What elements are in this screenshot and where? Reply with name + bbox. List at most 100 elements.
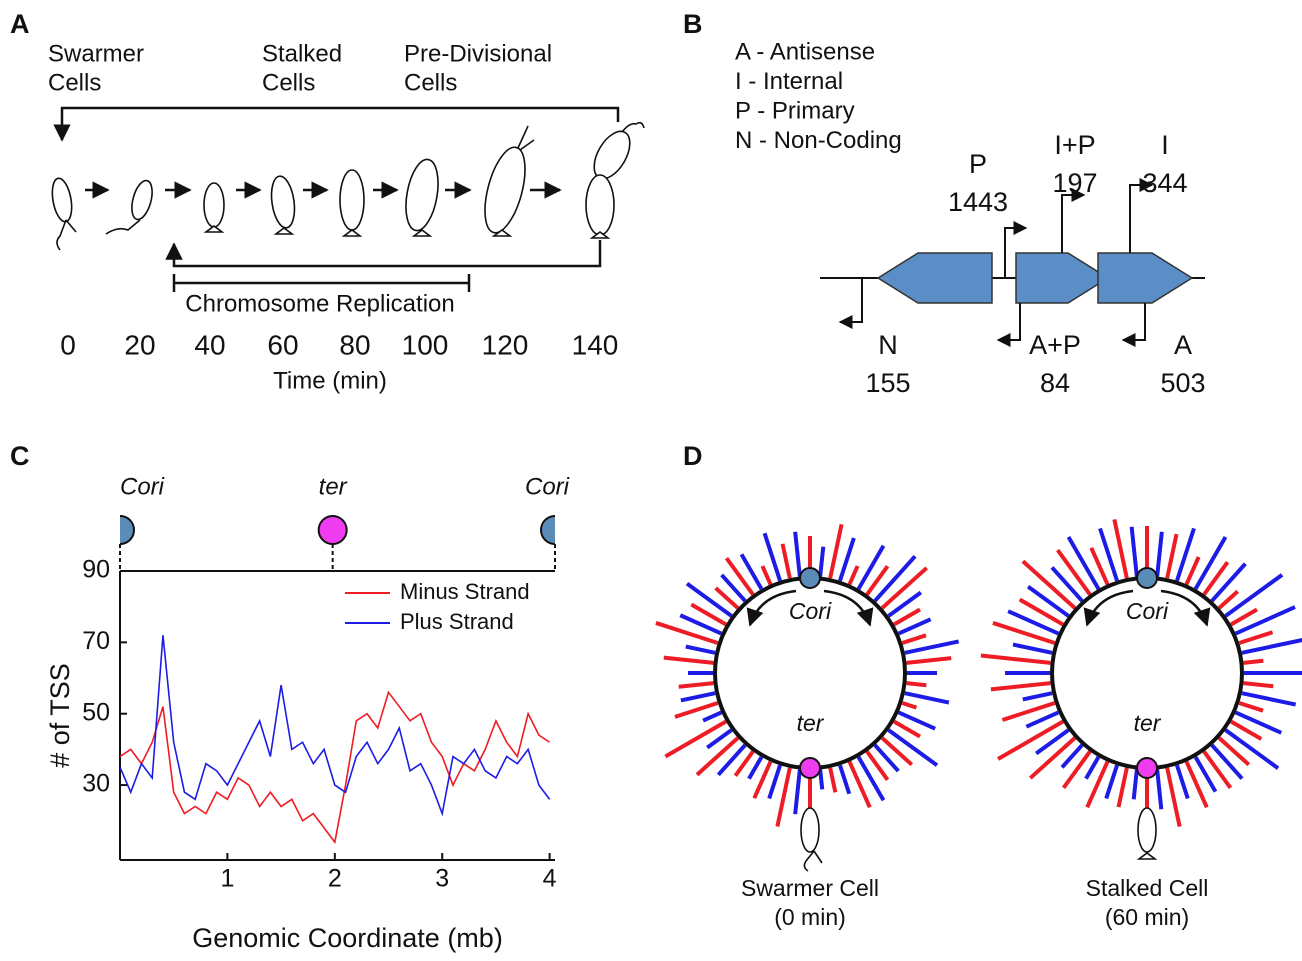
site-label: N xyxy=(878,330,898,360)
site-label: I xyxy=(1161,130,1169,160)
tss-bar xyxy=(678,681,714,689)
site-count: 197 xyxy=(1052,168,1097,198)
axis-title: Time (min) xyxy=(273,367,387,394)
legend-entry: I - Internal xyxy=(735,68,843,95)
x-tick-label: 2 xyxy=(328,865,342,893)
origin-dot xyxy=(1136,567,1158,589)
marker-dot xyxy=(317,515,348,545)
site-count: 1443 xyxy=(948,187,1008,217)
tss-bar xyxy=(793,531,802,577)
time-label: 40 xyxy=(194,329,225,360)
tss-bar xyxy=(706,728,733,750)
marker-dot xyxy=(120,515,135,545)
tss-bar xyxy=(663,655,714,665)
terminus-label: ter xyxy=(1134,710,1162,736)
tss-bar xyxy=(1230,607,1258,627)
tss-bar xyxy=(674,701,719,719)
stage-label: Cells xyxy=(48,69,101,96)
tss-bar xyxy=(1165,767,1182,827)
tss-bar xyxy=(1116,767,1129,808)
tss-bar xyxy=(1241,638,1302,655)
tss-bar xyxy=(1085,760,1110,809)
tss-bar xyxy=(838,764,852,795)
x-tick-label: 1 xyxy=(220,865,234,893)
tss-bar xyxy=(1238,630,1274,645)
tss-bar xyxy=(1089,547,1110,586)
tss-bar xyxy=(992,621,1056,645)
tss-bar xyxy=(873,743,900,773)
tss-bar xyxy=(990,681,1051,692)
tss-bar xyxy=(847,760,872,809)
tss-bar xyxy=(1210,743,1244,780)
cell-icon xyxy=(1137,807,1157,853)
tss-bar xyxy=(1034,728,1070,756)
tss-bar xyxy=(880,736,914,767)
tss-bar xyxy=(828,523,844,579)
legend-entry: A - Antisense xyxy=(735,38,875,65)
tss-bar xyxy=(747,756,764,780)
x-axis-title: Genomic Coordinate (mb) xyxy=(192,923,503,953)
tss-bar xyxy=(906,681,927,688)
tss-bar xyxy=(1104,764,1119,800)
tss-bar xyxy=(847,565,860,586)
tss-bar xyxy=(1202,560,1230,596)
tss-bar xyxy=(1012,642,1053,655)
cell-name: Swarmer Cell xyxy=(741,875,879,901)
tss-bar xyxy=(1155,769,1164,810)
time-label: 0 xyxy=(60,329,76,360)
tss-bar xyxy=(1217,736,1251,767)
tss-bar xyxy=(716,743,747,777)
tss-bar xyxy=(680,691,716,703)
tss-bar xyxy=(880,566,929,610)
origin-label: Cori xyxy=(1126,598,1169,624)
replication-arrow xyxy=(1083,589,1134,627)
tss-bar xyxy=(1193,536,1228,590)
tss-bar xyxy=(1098,527,1119,582)
tss-bar xyxy=(1001,701,1056,722)
tss-bar xyxy=(714,586,740,610)
tss-bar xyxy=(702,710,723,723)
tss-bar xyxy=(838,537,856,582)
tss-bar xyxy=(1193,756,1218,793)
stage-label: Stalked xyxy=(262,40,342,67)
legend-entry: N - Non-Coding xyxy=(735,127,902,154)
tss-bar xyxy=(1243,681,1274,689)
tss-bar xyxy=(1022,691,1053,702)
tss-bar xyxy=(904,691,950,705)
y-tick-label: 70 xyxy=(82,627,110,655)
tss-bar xyxy=(685,644,716,655)
time-label: 80 xyxy=(339,329,370,360)
tss-bar xyxy=(1018,597,1064,627)
tss-bar xyxy=(1028,736,1077,780)
time-label: 60 xyxy=(267,329,298,360)
tss-bar xyxy=(818,546,826,577)
tss-bar xyxy=(901,701,918,710)
tss-bar xyxy=(760,565,773,586)
legend-label: Plus Strand xyxy=(400,609,514,634)
site-label: P xyxy=(969,149,987,179)
line-series xyxy=(119,690,551,845)
tss-bar xyxy=(1217,589,1240,610)
tss-bar xyxy=(1025,710,1060,729)
tss-bar xyxy=(690,602,727,627)
stage-label: Cells xyxy=(262,69,315,96)
tss-bar xyxy=(1224,573,1284,618)
tss-bar xyxy=(865,750,890,781)
tss-bar xyxy=(904,639,960,655)
tss-bar xyxy=(865,565,890,596)
origin-label: Cori xyxy=(789,598,832,624)
tss-bar xyxy=(739,553,764,590)
panel-label: C xyxy=(10,441,30,471)
tss-bar xyxy=(1060,743,1084,769)
site-count: 84 xyxy=(1040,368,1070,398)
y-tick-label: 50 xyxy=(82,698,110,726)
tss-bar xyxy=(664,719,727,759)
tss-bar xyxy=(901,633,927,645)
tss-bar xyxy=(873,554,917,603)
tss-bar xyxy=(1202,750,1233,790)
replication-arrow xyxy=(1160,589,1211,627)
stage-label: Pre-Divisional xyxy=(404,40,552,67)
replication-arrow xyxy=(823,589,874,627)
stage-label: Swarmer xyxy=(48,40,144,67)
